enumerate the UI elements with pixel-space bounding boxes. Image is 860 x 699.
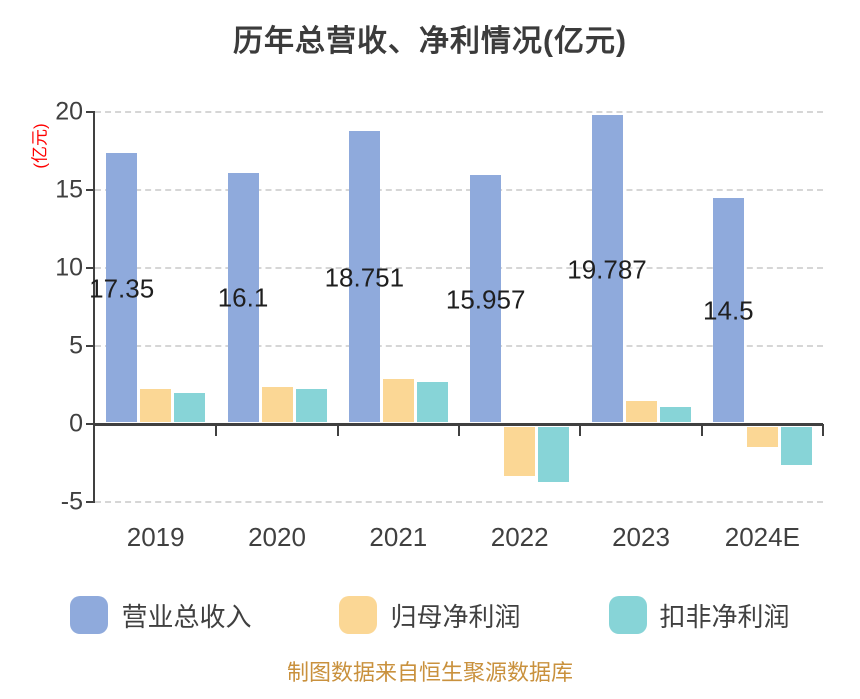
legend-label: 扣非净利润 [659, 601, 790, 632]
bar-营业总收入-2020 [227, 172, 259, 422]
bar-value-label: 19.787 [567, 254, 647, 285]
bar-value-label: 14.5 [703, 295, 754, 326]
bar-value-label: 16.1 [217, 282, 269, 313]
x-axis-tick [458, 424, 460, 436]
x-category-label-2021: 2021 [369, 522, 428, 552]
bar-扣非净利润-2021 [416, 381, 448, 422]
x-category-label-2020: 2020 [248, 522, 306, 552]
bar-营业总收入-2022 [470, 175, 502, 422]
bar-扣非净利润-2020 [295, 388, 327, 422]
x-axis-tick [579, 424, 582, 436]
y-tick-label: 5 [69, 331, 83, 360]
page-title: 历年总营收、净利情况(亿元) [233, 25, 627, 58]
bar-归母净利润-2023 [625, 400, 657, 422]
bar-扣非净利润-2024E [780, 427, 812, 465]
bar-归母净利润-2019 [140, 388, 172, 422]
bar-value-label: 15.957 [445, 284, 526, 315]
y-axis-line [93, 112, 95, 502]
bar-归母净利润-2024E [746, 427, 778, 448]
y-axis-tick [86, 189, 95, 191]
legend: 营业总收入 归母净利润 扣非净利润 [0, 596, 860, 634]
gridline [95, 501, 823, 503]
bar-扣非净利润-2023 [659, 406, 691, 422]
x-axis-tick [822, 424, 824, 436]
x-category-label-2019: 2019 [126, 522, 185, 552]
x-axis-tick [215, 424, 218, 436]
bar-归母净利润-2021 [382, 378, 414, 422]
x-axis-tick [336, 424, 339, 436]
gridline [95, 189, 823, 191]
legend-item-归母净利润[interactable]: 归母净利润 [339, 596, 521, 634]
legend-item-扣非净利润[interactable]: 扣非净利润 [608, 596, 790, 634]
gridline [95, 267, 823, 269]
legend-label: 营业总收入 [121, 601, 252, 632]
bar-营业总收入-2021 [348, 131, 380, 422]
bar-归母净利润-2020 [261, 386, 293, 422]
gridline [95, 345, 823, 347]
y-axis-tick [86, 267, 95, 269]
legend-swatch-icon [70, 596, 109, 634]
x-axis-tick [700, 424, 703, 436]
bar-扣非净利润-2019 [174, 392, 206, 422]
x-category-label-2024E: 2024E [724, 522, 800, 552]
y-tick-label: 20 [55, 97, 83, 126]
y-axis-tick [86, 423, 95, 425]
x-axis-line [93, 423, 823, 426]
bar-归母净利润-2022 [504, 427, 536, 477]
y-tick-label: 10 [55, 253, 83, 282]
legend-swatch-icon [608, 596, 647, 634]
gridline [95, 111, 823, 113]
x-category-label-2022: 2022 [490, 522, 549, 552]
bar-扣非净利润-2022 [538, 427, 570, 482]
bar-value-label: 17.35 [89, 273, 155, 304]
y-axis-title: (亿元) [30, 123, 50, 169]
legend-label: 归母净利润 [390, 601, 521, 632]
legend-item-营业总收入[interactable]: 营业总收入 [70, 596, 251, 634]
bar-营业总收入-2024E [712, 197, 744, 422]
bar-value-label: 18.751 [324, 262, 405, 293]
y-axis-tick [86, 345, 95, 347]
y-axis-tick [86, 111, 95, 113]
bar-营业总收入-2023 [591, 115, 623, 422]
y-tick-label: 0 [69, 409, 83, 438]
y-axis-tick [86, 501, 95, 503]
legend-swatch-icon [339, 596, 378, 634]
footer-note: 制图数据来自恒生聚源数据库 [286, 660, 573, 685]
x-category-label-2023: 2023 [612, 522, 670, 552]
y-tick-label: -5 [60, 487, 83, 516]
bar-营业总收入-2019 [106, 153, 138, 422]
y-tick-label: 15 [55, 175, 83, 204]
